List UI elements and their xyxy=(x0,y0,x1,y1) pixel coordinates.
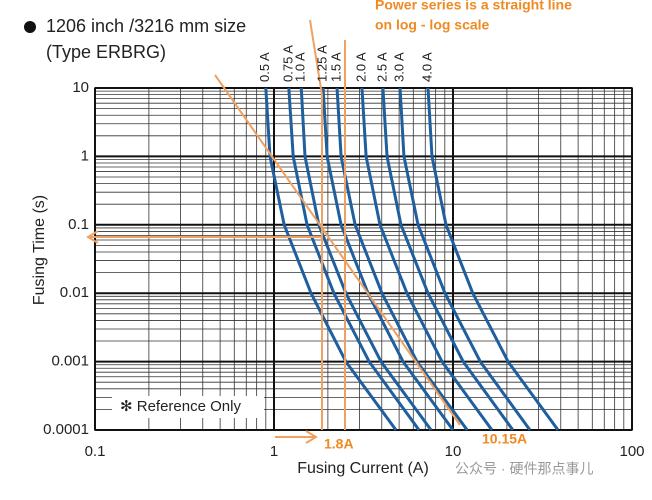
series-label: 1.0 A xyxy=(293,52,308,82)
fuse-curve xyxy=(381,87,515,431)
curves xyxy=(264,87,560,431)
annotation-lines xyxy=(86,19,461,444)
fuse-curve xyxy=(335,87,469,431)
y-tick-label: 0.01 xyxy=(60,284,89,301)
title-bullet xyxy=(24,21,36,33)
guide-line xyxy=(309,19,323,96)
arrow-head xyxy=(86,230,99,244)
series-label: 0.75 A xyxy=(280,45,295,82)
x-tick-label: 100 xyxy=(619,443,644,460)
y-tick-label: 0.001 xyxy=(51,353,89,370)
chart-subtitle: (Type ERBRG) xyxy=(46,42,166,62)
y-axis-label: Fusing Time (s) xyxy=(31,195,48,305)
y-tick-label: 1 xyxy=(81,147,89,164)
y-tick-label: 10 xyxy=(72,79,89,96)
fuse-curve xyxy=(360,87,494,431)
x-axis-label: Fusing Current (A) xyxy=(297,460,429,477)
series-label: 2.0 A xyxy=(353,52,368,82)
note: ✻ Reference Only xyxy=(120,398,241,415)
note-background xyxy=(112,396,264,418)
fuse-curve xyxy=(426,87,560,431)
grid xyxy=(94,87,633,431)
series-label: 2.5 A xyxy=(374,52,389,82)
series-label: 0.5 A xyxy=(257,52,272,82)
fuse-curve xyxy=(398,87,532,431)
chart-title: 1206 inch /3216 mm size xyxy=(46,16,246,36)
x-tick-label: 1 xyxy=(270,443,278,460)
annotation: Power series is a straight line xyxy=(375,0,572,13)
watermark: 公众号 · 硬件那点事儿 xyxy=(455,461,593,477)
plot-area xyxy=(94,87,633,431)
series-label: 1.5 A xyxy=(328,52,343,82)
fuse-curve xyxy=(264,87,398,431)
series-label: 4.0 A xyxy=(419,52,434,82)
arrow-head xyxy=(305,430,318,444)
fuse-curve xyxy=(321,87,455,431)
fuse-curve xyxy=(299,87,433,431)
annotation: on log - log scale xyxy=(375,17,490,33)
annotation: 1.8A xyxy=(324,436,354,452)
x-tick-label: 0.1 xyxy=(85,443,106,460)
fuse-curve xyxy=(287,87,421,431)
annotation: 10.15A xyxy=(482,431,527,447)
x-tick-label: 10 xyxy=(445,443,462,460)
y-tick-label: 0.1 xyxy=(68,216,89,233)
y-tick-label: 0.0001 xyxy=(43,421,89,438)
series-label: 1.25 A xyxy=(315,45,330,82)
trend-line xyxy=(214,74,461,426)
series-label: 3.0 A xyxy=(391,52,406,82)
